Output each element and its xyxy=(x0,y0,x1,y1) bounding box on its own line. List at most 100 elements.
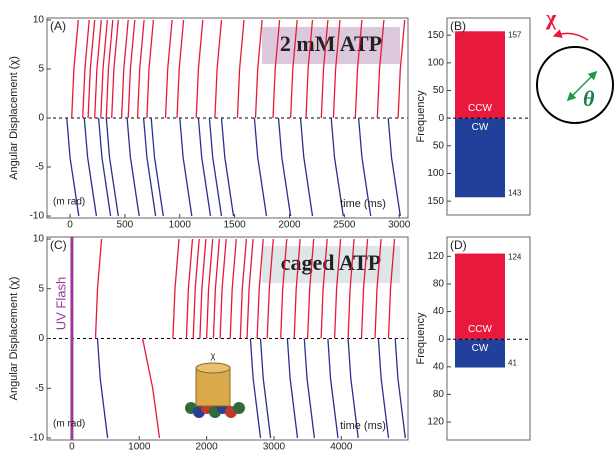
panel-label: (B) xyxy=(450,19,466,33)
rotor-chi: χ xyxy=(211,350,216,360)
x-tick-label: 1000 xyxy=(128,442,151,450)
y-tick-label: 40 xyxy=(433,361,445,372)
trace xyxy=(330,117,344,217)
series-label: CCW xyxy=(468,103,492,114)
y-tick-label: 0 xyxy=(38,333,44,344)
trace xyxy=(127,19,136,119)
x-tick-label: 1500 xyxy=(224,220,247,231)
panel-label: (A) xyxy=(50,19,66,33)
y-tick-label: 0 xyxy=(438,113,444,124)
trace xyxy=(96,338,109,439)
trace xyxy=(94,238,103,339)
trace xyxy=(347,238,355,339)
theta-arrow xyxy=(566,70,598,102)
x-tick-label: 0 xyxy=(67,220,73,231)
y-tick-label: 120 xyxy=(427,417,444,428)
trace xyxy=(299,117,314,217)
trace xyxy=(253,117,268,217)
trace xyxy=(66,117,80,217)
trace xyxy=(303,338,316,439)
chart-title: 2 mM ATP xyxy=(280,31,382,56)
trace xyxy=(332,19,341,119)
y-axis-label: Angular Displacement (χ) xyxy=(8,277,20,401)
x-tick-label: 4000 xyxy=(330,442,353,450)
value-label: 143 xyxy=(508,188,522,197)
traces xyxy=(94,238,406,439)
trace xyxy=(249,338,262,439)
trace xyxy=(239,238,248,339)
trace xyxy=(214,19,223,119)
chi-symbol: χ xyxy=(545,5,557,30)
trace xyxy=(272,19,281,119)
y-tick-label: 5 xyxy=(38,64,44,75)
y-tick-label: 50 xyxy=(433,85,445,96)
trace xyxy=(126,117,140,217)
trace xyxy=(176,19,185,119)
trace xyxy=(94,19,102,119)
x-tick-label: 0 xyxy=(69,442,75,450)
trace xyxy=(136,19,145,119)
trace xyxy=(208,117,223,217)
bar xyxy=(455,253,505,340)
y-tick-label: 150 xyxy=(427,196,444,207)
bar xyxy=(455,339,505,368)
y-tick-label: -10 xyxy=(30,433,45,444)
theta-symbol: θ xyxy=(583,86,595,111)
rotor-circle xyxy=(536,46,614,124)
rotor-body xyxy=(195,367,231,407)
uv-flash-label: UV Flash xyxy=(53,277,68,330)
panel-label: (D) xyxy=(450,238,467,252)
trace xyxy=(111,19,119,119)
y-tick-label: -5 xyxy=(35,383,44,394)
trace xyxy=(256,238,264,339)
trace xyxy=(394,338,406,439)
trace xyxy=(205,238,214,339)
trace xyxy=(87,19,96,119)
y-tick-label: 40 xyxy=(433,306,445,317)
y-tick-label: 50 xyxy=(433,140,445,151)
trace xyxy=(357,117,372,217)
plot-frame xyxy=(446,236,531,441)
value-label: 41 xyxy=(508,359,517,368)
trace xyxy=(286,338,299,439)
y-tick-label: -5 xyxy=(35,162,44,173)
trace xyxy=(199,238,207,339)
trace xyxy=(100,19,108,119)
y-axis-label: Frequency xyxy=(415,90,427,142)
trace xyxy=(142,117,157,217)
series-label: CW xyxy=(472,122,489,133)
trace xyxy=(374,238,382,339)
x-tick-label: 3000 xyxy=(388,220,411,231)
y-tick-label: 120 xyxy=(427,251,444,262)
trace xyxy=(195,19,204,119)
trace xyxy=(305,19,314,119)
unit-label: (m rad) xyxy=(53,197,85,208)
series-label: CW xyxy=(472,343,489,354)
trace xyxy=(185,238,194,339)
trace xyxy=(320,238,328,339)
y-tick-label: 80 xyxy=(433,389,445,400)
y-tick-label: 100 xyxy=(427,57,444,68)
bar xyxy=(455,118,505,198)
trace xyxy=(377,338,390,439)
plot-frame xyxy=(446,17,531,216)
trace xyxy=(277,117,292,217)
x-tick-label: 500 xyxy=(117,220,134,231)
trace xyxy=(259,338,272,439)
y-tick-label: 0 xyxy=(438,334,444,345)
trace xyxy=(83,117,98,217)
title-box xyxy=(262,27,400,64)
value-label: 157 xyxy=(508,30,522,39)
x-tick-label: 2000 xyxy=(195,442,218,450)
trace xyxy=(105,19,114,119)
x-tick-label: 1000 xyxy=(169,220,192,231)
trace xyxy=(212,238,221,339)
y-tick-label: -10 xyxy=(30,211,45,222)
trace xyxy=(387,238,396,339)
trace xyxy=(229,238,237,339)
rotor-subunit xyxy=(233,402,245,414)
trace xyxy=(347,338,359,439)
trace xyxy=(333,238,342,339)
